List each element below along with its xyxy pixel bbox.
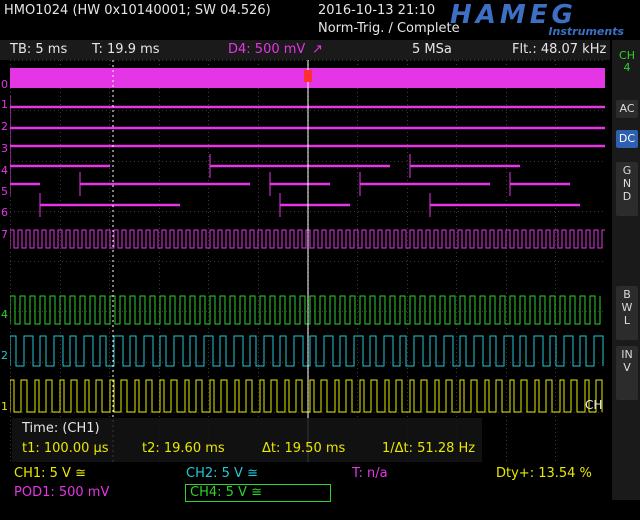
datetime: 2016-10-13 21:10 — [318, 3, 436, 18]
digital-label-2: 2 — [1, 120, 8, 133]
cursor-measurement-panel: Time: (CH1) t1: 100.00 µs t2: 19.60 ms Δ… — [12, 418, 482, 462]
digital-label-7: 7 — [1, 228, 8, 241]
cursor-lines — [112, 60, 312, 462]
hameg-logo: HAMEG Instruments — [450, 0, 630, 38]
ch2-marker[interactable]: 2 — [1, 349, 8, 362]
digital-label-3: 3 — [1, 142, 8, 155]
side-menu: CH 4 AC DC GND BWL INV — [612, 40, 640, 500]
trigger-edge-icon: ↗ — [312, 42, 323, 57]
digital-label-6: 6 — [1, 206, 8, 219]
ch2-trace — [10, 335, 604, 367]
header-bar: HMO1024 (HW 0x10140001; SW 04.526) 2016-… — [0, 0, 640, 40]
cursor-source-label: CH — [585, 398, 603, 412]
duty-readout: Dty+: 13.54 % — [496, 466, 592, 481]
timebase[interactable]: TB: 5 ms — [10, 42, 68, 57]
digital-label-5: 5 — [1, 185, 8, 198]
footer: CH1: 5 V ≅ POD1: 500 mV CH2: 5 V ≅ T: n/… — [0, 462, 612, 520]
trigger-level[interactable]: D4: 500 mV — [228, 42, 306, 57]
device-info: HMO1024 (HW 0x10140001; SW 04.526) — [4, 3, 271, 18]
cursor-inv-delta: 1/Δt: 51.28 Hz — [382, 441, 476, 456]
status-bar: TB: 5 ms T: 19.9 ms D4: 500 mV ↗ 5 MSa F… — [0, 40, 610, 60]
cursor-delta: Δt: 19.50 ms — [262, 441, 346, 456]
channel-label: CH 4 — [619, 49, 635, 74]
sample-rate: 5 MSa — [412, 42, 452, 57]
inv-button[interactable]: INV — [616, 346, 638, 400]
cursor-t1: t1: 100.00 µs — [22, 441, 109, 456]
digital-label-1: 1 — [1, 98, 8, 111]
ch4-trace — [10, 295, 601, 325]
ch4-scale: CH4: 5 V ≅ — [190, 485, 262, 500]
frequency-readout: Flt.: 48.07 kHz — [512, 42, 607, 57]
gnd-button[interactable]: GND — [616, 162, 638, 216]
waveform-display[interactable] — [10, 60, 605, 462]
ch4-scale-box[interactable]: CH4: 5 V ≅ — [185, 484, 331, 502]
digital-ch6-trace — [39, 193, 580, 217]
trigger-time[interactable]: T: 19.9 ms — [92, 42, 160, 57]
trigger-status: Norm-Trig. / Complete — [318, 21, 460, 36]
ch4-marker[interactable]: 4 — [1, 308, 8, 321]
cursor-t2: t2: 19.60 ms — [142, 441, 225, 456]
digital-label-0: 0 — [1, 78, 8, 91]
ch1-trace — [10, 379, 603, 413]
ch2-scale[interactable]: CH2: 5 V ≅ — [186, 466, 258, 481]
coupling-ac-button[interactable]: AC — [616, 100, 638, 118]
digital-label-4: 4 — [1, 164, 8, 177]
digital-ch5-trace — [10, 172, 570, 196]
channel-indicator: CH 4 — [616, 50, 638, 90]
brand-sub: Instruments — [548, 25, 624, 38]
ch1-scale[interactable]: CH1: 5 V ≅ — [14, 466, 86, 481]
bwl-button[interactable]: BWL — [616, 286, 638, 340]
coupling-dc-button[interactable]: DC — [616, 130, 638, 148]
trigger-marker-icon — [304, 70, 312, 82]
ch1-marker[interactable]: 1 — [1, 400, 8, 413]
digital-ch7-trace — [10, 229, 605, 249]
analog-traces — [10, 295, 604, 413]
digital-ch4-trace — [10, 154, 520, 178]
brand-name: HAMEG — [450, 0, 577, 30]
measure-title: Time: (CH1) — [22, 421, 100, 436]
trigger-readout: T: n/a — [352, 466, 388, 481]
clock-path — [10, 229, 605, 249]
pod1-scale[interactable]: POD1: 500 mV — [14, 485, 110, 500]
